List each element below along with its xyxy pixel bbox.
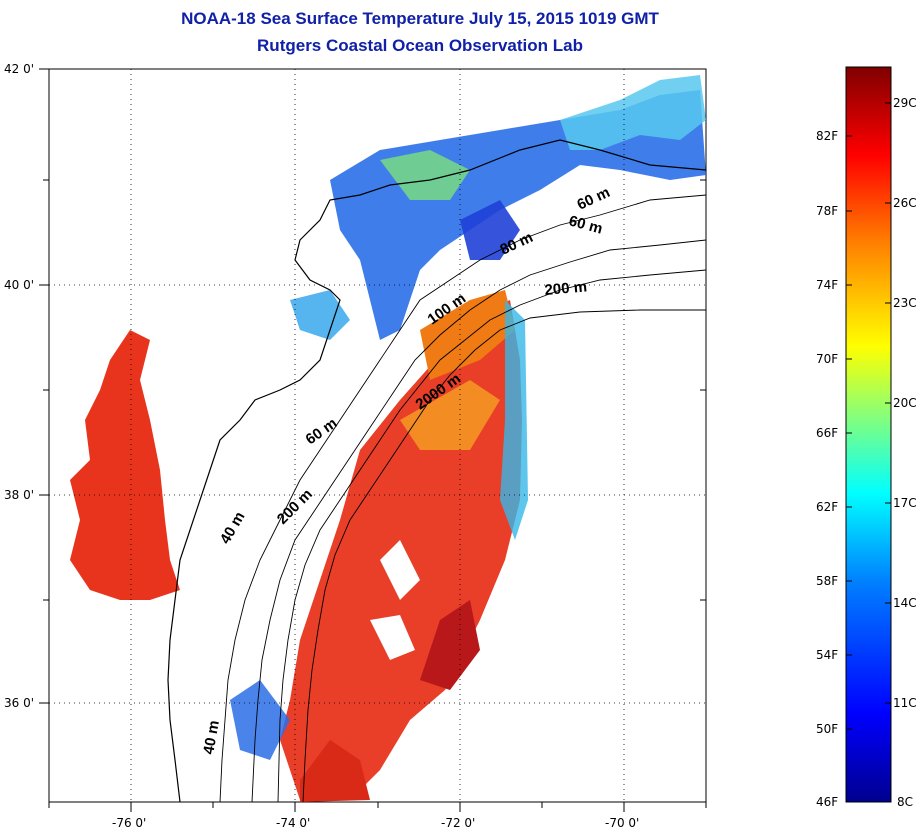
lon-tick-label: -70 0' xyxy=(605,816,640,830)
colorbar-c-label: 29C xyxy=(893,96,917,110)
depth-label: 200 m xyxy=(544,278,588,299)
colorbar-c-label: 14C xyxy=(893,596,917,610)
colorbar-f-label: 66F xyxy=(816,426,838,440)
sst-cool-region xyxy=(230,75,706,760)
lat-tick-label: 42 0' xyxy=(4,62,35,76)
depth-contours xyxy=(219,194,706,802)
map-grid xyxy=(49,69,706,802)
chart-subtitle: Rutgers Coastal Ocean Observation Lab xyxy=(257,36,583,55)
colorbar-ticks xyxy=(846,102,891,730)
colorbar-f-label: 58F xyxy=(816,574,838,588)
axis-ticks xyxy=(39,68,707,812)
depth-label: 40 m xyxy=(200,719,223,756)
colorbar-c-label: 11C xyxy=(893,696,917,710)
lon-tick-label: -74 0' xyxy=(276,816,311,830)
colorbar-f-label: 46F xyxy=(816,795,838,809)
lat-tick-label: 40 0' xyxy=(4,278,35,292)
lat-tick-label: 36 0' xyxy=(4,696,35,710)
colorbar-f-label: 70F xyxy=(816,352,838,366)
colorbar-c-label: 17C xyxy=(893,496,917,510)
lon-tick-label: -76 0' xyxy=(112,816,147,830)
lat-tick-label: 38 0' xyxy=(4,488,35,502)
colorbar-c-label: 20C xyxy=(893,396,917,410)
lon-tick-label: -72 0' xyxy=(441,816,476,830)
colorbar-f-label: 50F xyxy=(816,722,838,736)
colorbar-c-label: 23C xyxy=(893,296,917,310)
colorbar-c-label: 8C xyxy=(897,795,913,809)
colorbar-f-label: 74F xyxy=(816,278,838,292)
colorbar-f-label: 82F xyxy=(816,129,838,143)
coastline xyxy=(167,139,706,802)
chesapeake-bay-sst xyxy=(70,330,180,600)
colorbar-f-label: 78F xyxy=(816,204,838,218)
colorbar xyxy=(845,66,892,803)
colorbar-f-label: 62F xyxy=(816,500,838,514)
colorbar-f-label: 54F xyxy=(816,648,838,662)
colorbar-c-label: 26C xyxy=(893,196,917,210)
chart-title: NOAA-18 Sea Surface Temperature July 15,… xyxy=(181,9,659,28)
